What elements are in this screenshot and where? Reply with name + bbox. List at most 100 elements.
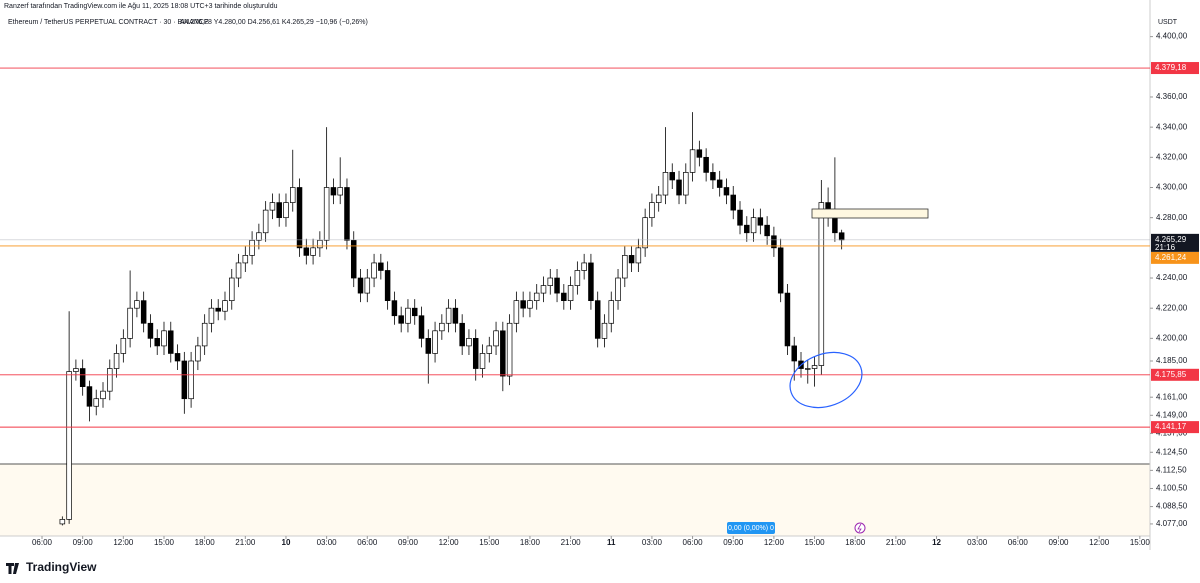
candle-body [533, 292, 540, 301]
candle-body [86, 386, 93, 407]
brand: TradingView [26, 560, 97, 574]
candle-body [791, 345, 797, 362]
y-tick-label: 4.320,00 [1156, 152, 1188, 161]
candle-body [493, 330, 499, 347]
candle-body [750, 217, 757, 234]
candle-body [615, 277, 621, 301]
candle-body [479, 353, 486, 369]
x-tick-label: 12:00 [439, 538, 460, 547]
candle-body [757, 217, 764, 226]
y-tick-label: 4.340,00 [1156, 122, 1188, 131]
candle-body [113, 353, 120, 369]
candle-body [93, 398, 99, 407]
candle-body [527, 300, 533, 309]
candle-body [283, 202, 289, 219]
candle-body [547, 277, 554, 286]
candle-body [662, 172, 669, 196]
x-tick-label: 03:00 [317, 538, 338, 547]
highlight-ellipse [789, 351, 863, 409]
price-line-tag [1151, 251, 1199, 264]
price-line-label: 4.379,18 [1155, 63, 1187, 72]
last-price-label: 4.265,29 [1155, 235, 1187, 244]
price-line-label: 4.175,85 [1155, 370, 1187, 379]
x-tick-label: 18:00 [195, 538, 216, 547]
candle-body [500, 330, 506, 377]
y-tick-label: 4.360,00 [1156, 92, 1188, 101]
x-tick-label: 21:00 [235, 538, 256, 547]
candle-body [588, 262, 594, 301]
x-tick-label: 09:00 [723, 538, 744, 547]
candle-body [215, 307, 221, 312]
candle-body [771, 235, 777, 249]
candle-body [744, 224, 750, 234]
candle-body [730, 194, 736, 211]
candle-body [594, 300, 601, 339]
candle-body [127, 307, 133, 339]
candle-body [628, 255, 635, 264]
candle-body [466, 338, 472, 347]
candle-body [398, 315, 404, 324]
y-tick-label: 4.112,50 [1156, 465, 1187, 474]
candle-body [439, 322, 445, 332]
x-tick-label: 06:00 [32, 538, 53, 547]
candle-body [235, 262, 242, 279]
candle-body [723, 187, 730, 196]
candle-body [459, 322, 465, 347]
candle-body [540, 285, 547, 294]
y-tick-label: 4.100,50 [1156, 484, 1188, 493]
y-tick-label: 4.280,00 [1156, 213, 1188, 222]
x-tick-label: 21:00 [561, 538, 582, 547]
zone-box [811, 208, 929, 219]
candle-body [805, 368, 811, 370]
candle-body [669, 172, 675, 181]
candle-body [208, 307, 215, 324]
x-tick-label: 15:00 [1130, 538, 1151, 547]
candle-body [188, 360, 194, 400]
x-tick-label: 11 [607, 538, 616, 547]
candle-body [168, 330, 174, 354]
candle-body [134, 300, 140, 309]
candle-body [317, 239, 323, 249]
candle-body [716, 179, 723, 188]
x-tick-label: 06:00 [1008, 538, 1029, 547]
candle-body [676, 179, 682, 196]
candle-body [608, 300, 615, 324]
candle-body [838, 232, 845, 241]
y-tick-label: 4.088,50 [1156, 502, 1188, 511]
x-tick-label: 18:00 [845, 538, 866, 547]
candle-body [120, 338, 127, 354]
candle-body [140, 300, 147, 324]
candle-body [737, 209, 743, 226]
zone [0, 464, 1150, 536]
x-tick-label: 03:00 [642, 538, 663, 547]
candle-body [330, 187, 337, 196]
x-tick-label: 10 [282, 538, 291, 547]
candle-body [818, 202, 825, 366]
candle-body [290, 187, 296, 203]
price-line-tag [1151, 368, 1199, 381]
currency: USDT [1158, 19, 1178, 26]
candle-body [567, 285, 574, 301]
candle-body [269, 202, 276, 211]
candle-body [696, 149, 703, 158]
x-tick-label: 09:00 [1048, 538, 1069, 547]
candle-body [425, 338, 432, 354]
y-tick-label: 4.220,00 [1156, 303, 1188, 312]
candle-body [520, 300, 526, 309]
candle-body [59, 519, 66, 525]
y-tick-label: 4.124,50 [1156, 447, 1188, 456]
candle-body [249, 239, 255, 256]
candle-body [391, 300, 398, 317]
y-tick-label: 4.300,00 [1156, 183, 1188, 192]
candle-body [418, 315, 425, 339]
candle-body [561, 292, 567, 301]
price-line-tag [1151, 62, 1199, 75]
x-tick-label: 18:00 [520, 538, 541, 547]
candle-body [811, 365, 818, 369]
y-tick-label: 4.200,00 [1156, 333, 1188, 342]
candle-body [323, 187, 330, 241]
candle-body [181, 360, 188, 400]
candle-body [195, 345, 201, 362]
y-tick-label: 4.149,00 [1156, 410, 1188, 419]
